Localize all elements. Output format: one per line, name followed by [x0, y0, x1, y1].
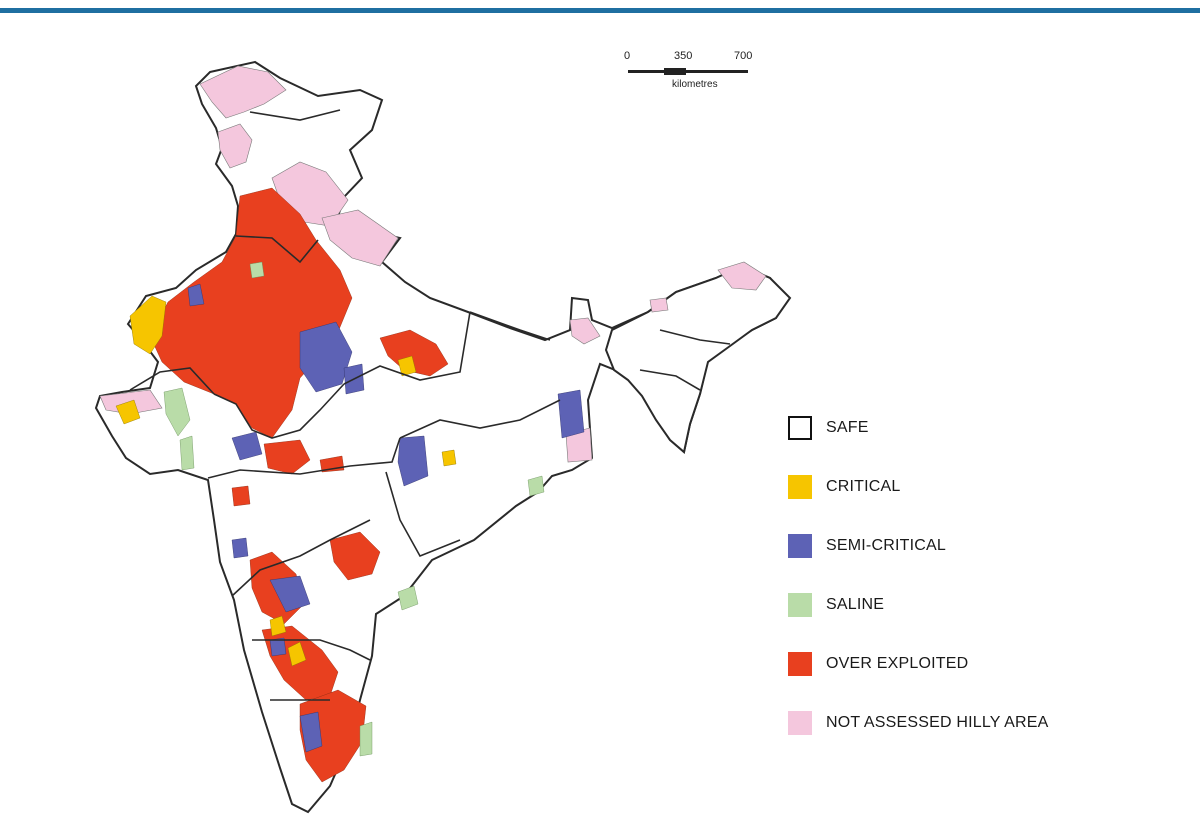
semi-critical-region	[397, 435, 429, 487]
state-boundary	[469, 311, 551, 341]
critical-region	[129, 295, 167, 355]
over-exploited-regions	[149, 187, 449, 783]
legend-swatch-semi-critical	[788, 534, 812, 558]
over-exploited-region	[329, 531, 381, 581]
legend-item-not-assessed: NOT ASSESSED HILLY AREA	[788, 710, 1088, 736]
legend-swatch-critical	[788, 475, 812, 499]
not-assessed-region	[217, 123, 253, 169]
state-boundary	[385, 471, 461, 558]
state-boundary	[235, 235, 319, 264]
map-legend: SAFE CRITICAL SEMI-CRITICAL SALINE OVER …	[788, 415, 1088, 769]
state-boundary	[343, 311, 471, 385]
critical-regions	[115, 295, 457, 667]
semi-critical-region	[299, 711, 323, 753]
state-boundary	[399, 399, 561, 439]
not-assessed-region	[717, 261, 767, 291]
critical-region	[115, 399, 141, 425]
legend-label-critical: CRITICAL	[826, 478, 901, 495]
saline-regions	[163, 261, 545, 757]
critical-region	[441, 449, 457, 467]
not-assessed-regions	[99, 65, 767, 463]
critical-region	[287, 641, 307, 667]
state-boundary	[129, 367, 215, 395]
scale-tick-350: 350	[674, 50, 693, 62]
state-boundary	[207, 437, 401, 479]
semi-critical-region	[269, 637, 287, 657]
legend-label-not-assessed: NOT ASSESSED HILLY AREA	[826, 714, 1049, 731]
state-boundary	[213, 383, 345, 439]
over-exploited-region	[231, 485, 251, 507]
over-exploited-region	[263, 439, 311, 475]
semi-critical-region	[231, 537, 249, 559]
semi-critical-regions	[187, 283, 585, 753]
saline-region	[249, 261, 265, 279]
legend-swatch-not-assessed	[788, 711, 812, 735]
saline-region	[527, 475, 545, 497]
saline-region	[397, 585, 419, 611]
semi-critical-region	[269, 575, 311, 613]
state-boundary	[249, 109, 341, 121]
top-accent-rule	[0, 8, 1200, 13]
saline-region	[359, 721, 373, 757]
state-boundary	[252, 639, 371, 661]
semi-critical-region	[299, 321, 353, 393]
saline-region	[163, 387, 191, 437]
state-boundary	[639, 369, 701, 391]
legend-label-semi-critical: SEMI-CRITICAL	[826, 537, 946, 554]
legend-label-safe: SAFE	[826, 419, 869, 436]
critical-region	[269, 615, 287, 637]
scale-bar-segment	[628, 70, 664, 73]
legend-swatch-over-exploited	[788, 652, 812, 676]
legend-item-semi-critical: SEMI-CRITICAL	[788, 533, 1088, 559]
legend-swatch-safe	[788, 416, 812, 440]
over-exploited-region	[379, 329, 449, 377]
scale-bar-segment	[686, 70, 748, 73]
legend-item-critical: CRITICAL	[788, 474, 1088, 500]
scale-tick-700: 700	[734, 50, 753, 62]
legend-item-safe: SAFE	[788, 415, 1088, 441]
critical-region	[397, 355, 417, 377]
saline-region	[179, 435, 195, 471]
legend-item-over-exploited: OVER EXPLOITED	[788, 651, 1088, 677]
state-boundary	[231, 519, 371, 597]
not-assessed-region	[649, 297, 669, 313]
legend-item-saline: SALINE	[788, 592, 1088, 618]
northeast-outline	[604, 264, 792, 454]
state-boundary	[659, 329, 731, 345]
state-boundaries	[129, 109, 731, 701]
scale-bar: 0 350 700 kilometres	[620, 50, 760, 92]
not-assessed-region	[569, 317, 601, 345]
not-assessed-region	[199, 65, 287, 119]
not-assessed-region	[321, 209, 399, 267]
semi-critical-region	[557, 389, 585, 439]
legend-swatch-saline	[788, 593, 812, 617]
scale-tick-0: 0	[624, 50, 631, 62]
scale-bar-segment	[664, 68, 686, 75]
semi-critical-region	[187, 283, 205, 307]
over-exploited-region	[149, 187, 353, 439]
scale-unit-label: kilometres	[672, 79, 718, 90]
semi-critical-region	[231, 431, 263, 461]
legend-label-saline: SALINE	[826, 596, 885, 613]
legend-label-over-exploited: OVER EXPLOITED	[826, 655, 969, 672]
